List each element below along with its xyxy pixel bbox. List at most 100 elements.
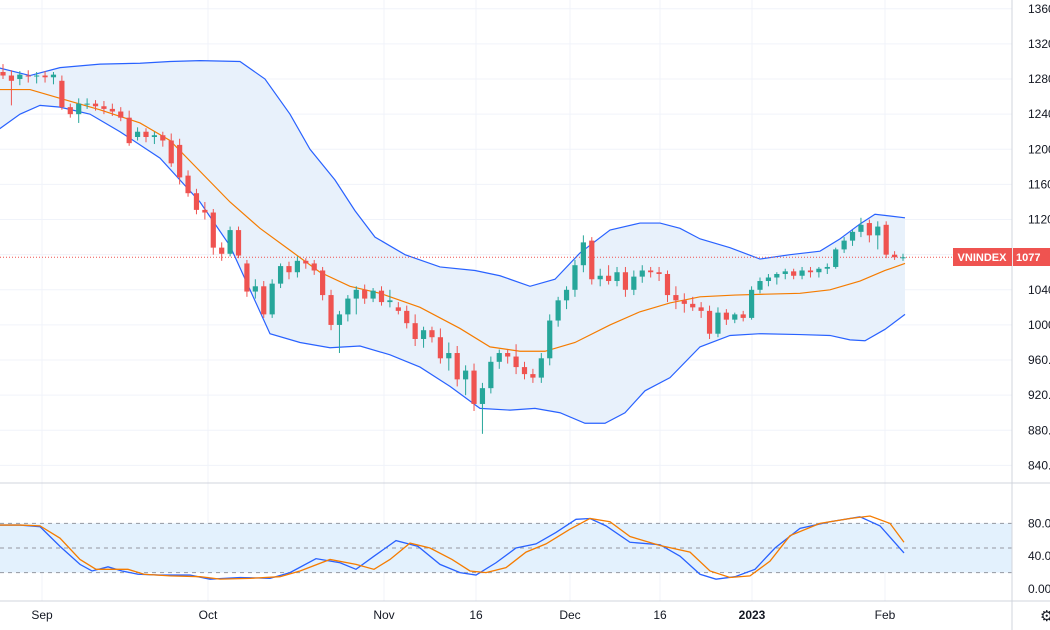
stochastic-pane[interactable] <box>0 515 1012 580</box>
candle[interactable] <box>463 365 469 396</box>
candle[interactable] <box>109 103 115 116</box>
candle[interactable] <box>25 70 31 83</box>
candle[interactable] <box>841 237 847 253</box>
candle[interactable] <box>328 289 334 331</box>
time-axis[interactable]: Sep Oct Nov 16 Dec 16 2023 Feb <box>31 608 895 622</box>
candle[interactable] <box>690 296 696 311</box>
candle[interactable] <box>664 270 671 303</box>
candle[interactable] <box>420 326 427 348</box>
candle[interactable] <box>193 188 200 215</box>
candle[interactable] <box>34 72 40 84</box>
candle[interactable] <box>673 286 679 310</box>
candle[interactable] <box>799 266 805 280</box>
candle[interactable] <box>101 100 107 115</box>
candle[interactable] <box>437 328 443 364</box>
candle[interactable] <box>336 310 343 354</box>
candle[interactable] <box>639 265 645 283</box>
candle[interactable] <box>496 349 502 369</box>
candle[interactable] <box>202 201 208 220</box>
candle[interactable] <box>378 286 385 306</box>
candle[interactable] <box>715 307 721 338</box>
candle[interactable] <box>126 110 132 146</box>
candle[interactable] <box>50 72 57 85</box>
candle[interactable] <box>891 251 898 260</box>
candle[interactable] <box>471 363 477 411</box>
candle[interactable] <box>622 266 629 297</box>
candle[interactable] <box>143 128 149 143</box>
candle[interactable] <box>454 346 460 387</box>
candle[interactable] <box>252 279 258 299</box>
candle[interactable] <box>92 100 99 111</box>
candle[interactable] <box>824 263 830 274</box>
candle[interactable] <box>866 219 872 243</box>
candle[interactable] <box>883 221 889 259</box>
candle[interactable] <box>900 253 906 261</box>
candle[interactable] <box>168 133 174 167</box>
candle[interactable] <box>59 75 65 110</box>
candle[interactable] <box>765 273 772 287</box>
candle[interactable] <box>530 368 536 383</box>
candle[interactable] <box>269 279 275 318</box>
candle[interactable] <box>631 270 637 296</box>
candle[interactable] <box>76 98 82 123</box>
candle[interactable] <box>345 295 351 322</box>
candle[interactable] <box>740 310 746 322</box>
candle[interactable] <box>151 131 158 145</box>
candle[interactable] <box>286 261 292 280</box>
candle[interactable] <box>538 353 544 383</box>
candle[interactable] <box>521 361 528 380</box>
candle[interactable] <box>277 263 284 289</box>
candle[interactable] <box>656 266 662 282</box>
candle[interactable] <box>244 259 250 297</box>
candle[interactable] <box>294 256 300 278</box>
candle[interactable] <box>118 107 124 122</box>
candle[interactable] <box>370 288 376 303</box>
candle[interactable] <box>732 312 738 324</box>
candle[interactable] <box>134 127 141 141</box>
candle[interactable] <box>648 266 654 278</box>
candle[interactable] <box>412 314 418 347</box>
candle[interactable] <box>555 296 561 327</box>
price-pane[interactable] <box>0 59 1012 434</box>
candle[interactable] <box>311 259 317 275</box>
candle[interactable] <box>488 356 494 394</box>
candle[interactable] <box>84 98 90 109</box>
candle[interactable] <box>479 382 486 434</box>
candle[interactable] <box>235 226 242 259</box>
candle[interactable] <box>723 309 729 325</box>
candle[interactable] <box>219 242 225 261</box>
candle[interactable] <box>429 326 435 343</box>
candle[interactable] <box>849 230 856 246</box>
candle[interactable] <box>580 235 586 273</box>
candle[interactable] <box>513 344 519 375</box>
candle[interactable] <box>362 284 368 304</box>
candle[interactable] <box>210 209 216 255</box>
candle[interactable] <box>395 302 401 315</box>
candle[interactable] <box>404 305 410 329</box>
candle[interactable] <box>681 293 687 313</box>
candle[interactable] <box>597 268 603 287</box>
candle[interactable] <box>387 289 393 308</box>
candle[interactable] <box>563 286 570 310</box>
candle[interactable] <box>505 349 511 364</box>
candle[interactable] <box>67 103 73 118</box>
candle[interactable] <box>791 268 797 280</box>
candle[interactable] <box>589 237 595 285</box>
candle[interactable] <box>757 277 763 294</box>
oscillator-axis[interactable]: 0.00 40.0 80.0 <box>1028 516 1050 596</box>
gear-icon[interactable]: ⚙ <box>1040 607 1050 625</box>
candle[interactable] <box>748 286 755 320</box>
candle[interactable] <box>547 314 553 366</box>
candle[interactable] <box>8 70 15 106</box>
candle[interactable] <box>572 259 578 297</box>
candle[interactable] <box>774 272 780 285</box>
candle[interactable] <box>606 265 612 285</box>
candle[interactable] <box>706 305 713 339</box>
candle[interactable] <box>42 71 48 83</box>
candle[interactable] <box>816 266 822 278</box>
candle[interactable] <box>698 302 704 318</box>
candle[interactable] <box>185 170 191 197</box>
candle[interactable] <box>858 217 864 238</box>
candle[interactable] <box>875 221 881 250</box>
